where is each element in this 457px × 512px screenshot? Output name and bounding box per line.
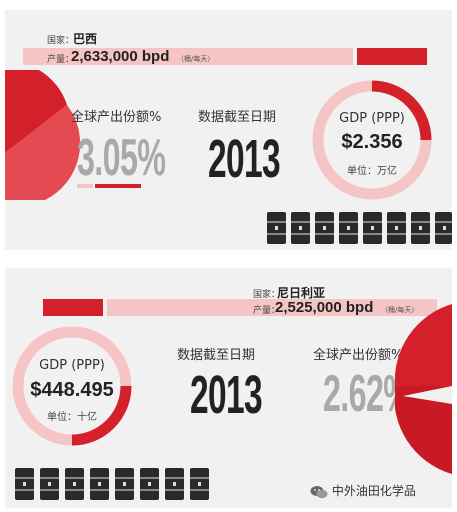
production-label: 产量： [47, 55, 75, 65]
gdp-ring [312, 80, 432, 200]
barrel-icon [267, 212, 286, 244]
production-value: 2,525,000 bpd [275, 299, 374, 316]
country-name: 尼日利亚 [277, 286, 326, 300]
barrel-icon [15, 468, 34, 500]
barrel-icon [339, 212, 358, 244]
barrel-row [15, 468, 215, 506]
share-title: 全球产出份额% [313, 348, 404, 363]
barrel-icon [115, 468, 134, 500]
gdp-label: GDP (PPP) [39, 358, 105, 373]
nigeria-panel: 国家： 尼日利亚 产量： 2,525,000 bpd （桶/每天） GDP (P… [5, 268, 452, 508]
country-label: 国家： [47, 36, 75, 46]
barrel-icon [363, 212, 382, 244]
barrel-icon [65, 468, 84, 500]
watermark: 中外油田化学品 [310, 482, 416, 499]
barrel-icon [190, 468, 209, 500]
barrel-icon [90, 468, 109, 500]
production-label: 产量： [253, 306, 281, 316]
share-title: 全球产出份额% [71, 110, 162, 125]
production-bar-track [23, 48, 353, 65]
share-value: 3.05% [77, 129, 166, 187]
barrel-icon [387, 212, 406, 244]
production-value: 2,633,000 bpd [71, 48, 170, 65]
production-bar-fill [43, 299, 103, 316]
barrel-icon [411, 212, 430, 244]
barrel-icon [435, 212, 452, 244]
share-bar-fill [95, 184, 141, 188]
country-label: 国家： [253, 290, 281, 300]
barrel-icon [315, 212, 334, 244]
barrel-row [267, 212, 452, 250]
country-name: 巴西 [73, 32, 98, 46]
brazil-panel: 国家： 巴西 产量： 2,633,000 bpd （桶/每天） 全球产出份额% … [5, 10, 452, 250]
production-unit: （桶/每天） [177, 55, 215, 63]
gdp-ring [12, 326, 132, 446]
gdp-unit: 单位：万亿 [347, 166, 397, 177]
world-share-pie [395, 304, 452, 474]
production-bar-fill [357, 48, 427, 65]
watermark-text: 中外油田化学品 [331, 484, 416, 498]
production-unit: （桶/每天） [381, 306, 419, 314]
barrel-icon [291, 212, 310, 244]
production-bar-track [107, 299, 437, 316]
share-bar-track [77, 184, 93, 188]
gdp-label: GDP (PPP) [339, 111, 405, 126]
barrel-icon [140, 468, 159, 500]
barrel-icon [165, 468, 184, 500]
world-share-pie [5, 70, 81, 200]
wechat-icon [310, 485, 328, 498]
date-title: 数据截至日期 [198, 110, 277, 125]
date-title: 数据截至日期 [177, 348, 256, 363]
date-value: 2013 [208, 129, 281, 189]
barrel-icon [40, 468, 59, 500]
gdp-unit: 单位：十亿 [47, 412, 97, 423]
gdp-value: $448.495 [30, 379, 114, 401]
gdp-value: $2.356 [341, 131, 403, 153]
date-value: 2013 [190, 365, 263, 425]
